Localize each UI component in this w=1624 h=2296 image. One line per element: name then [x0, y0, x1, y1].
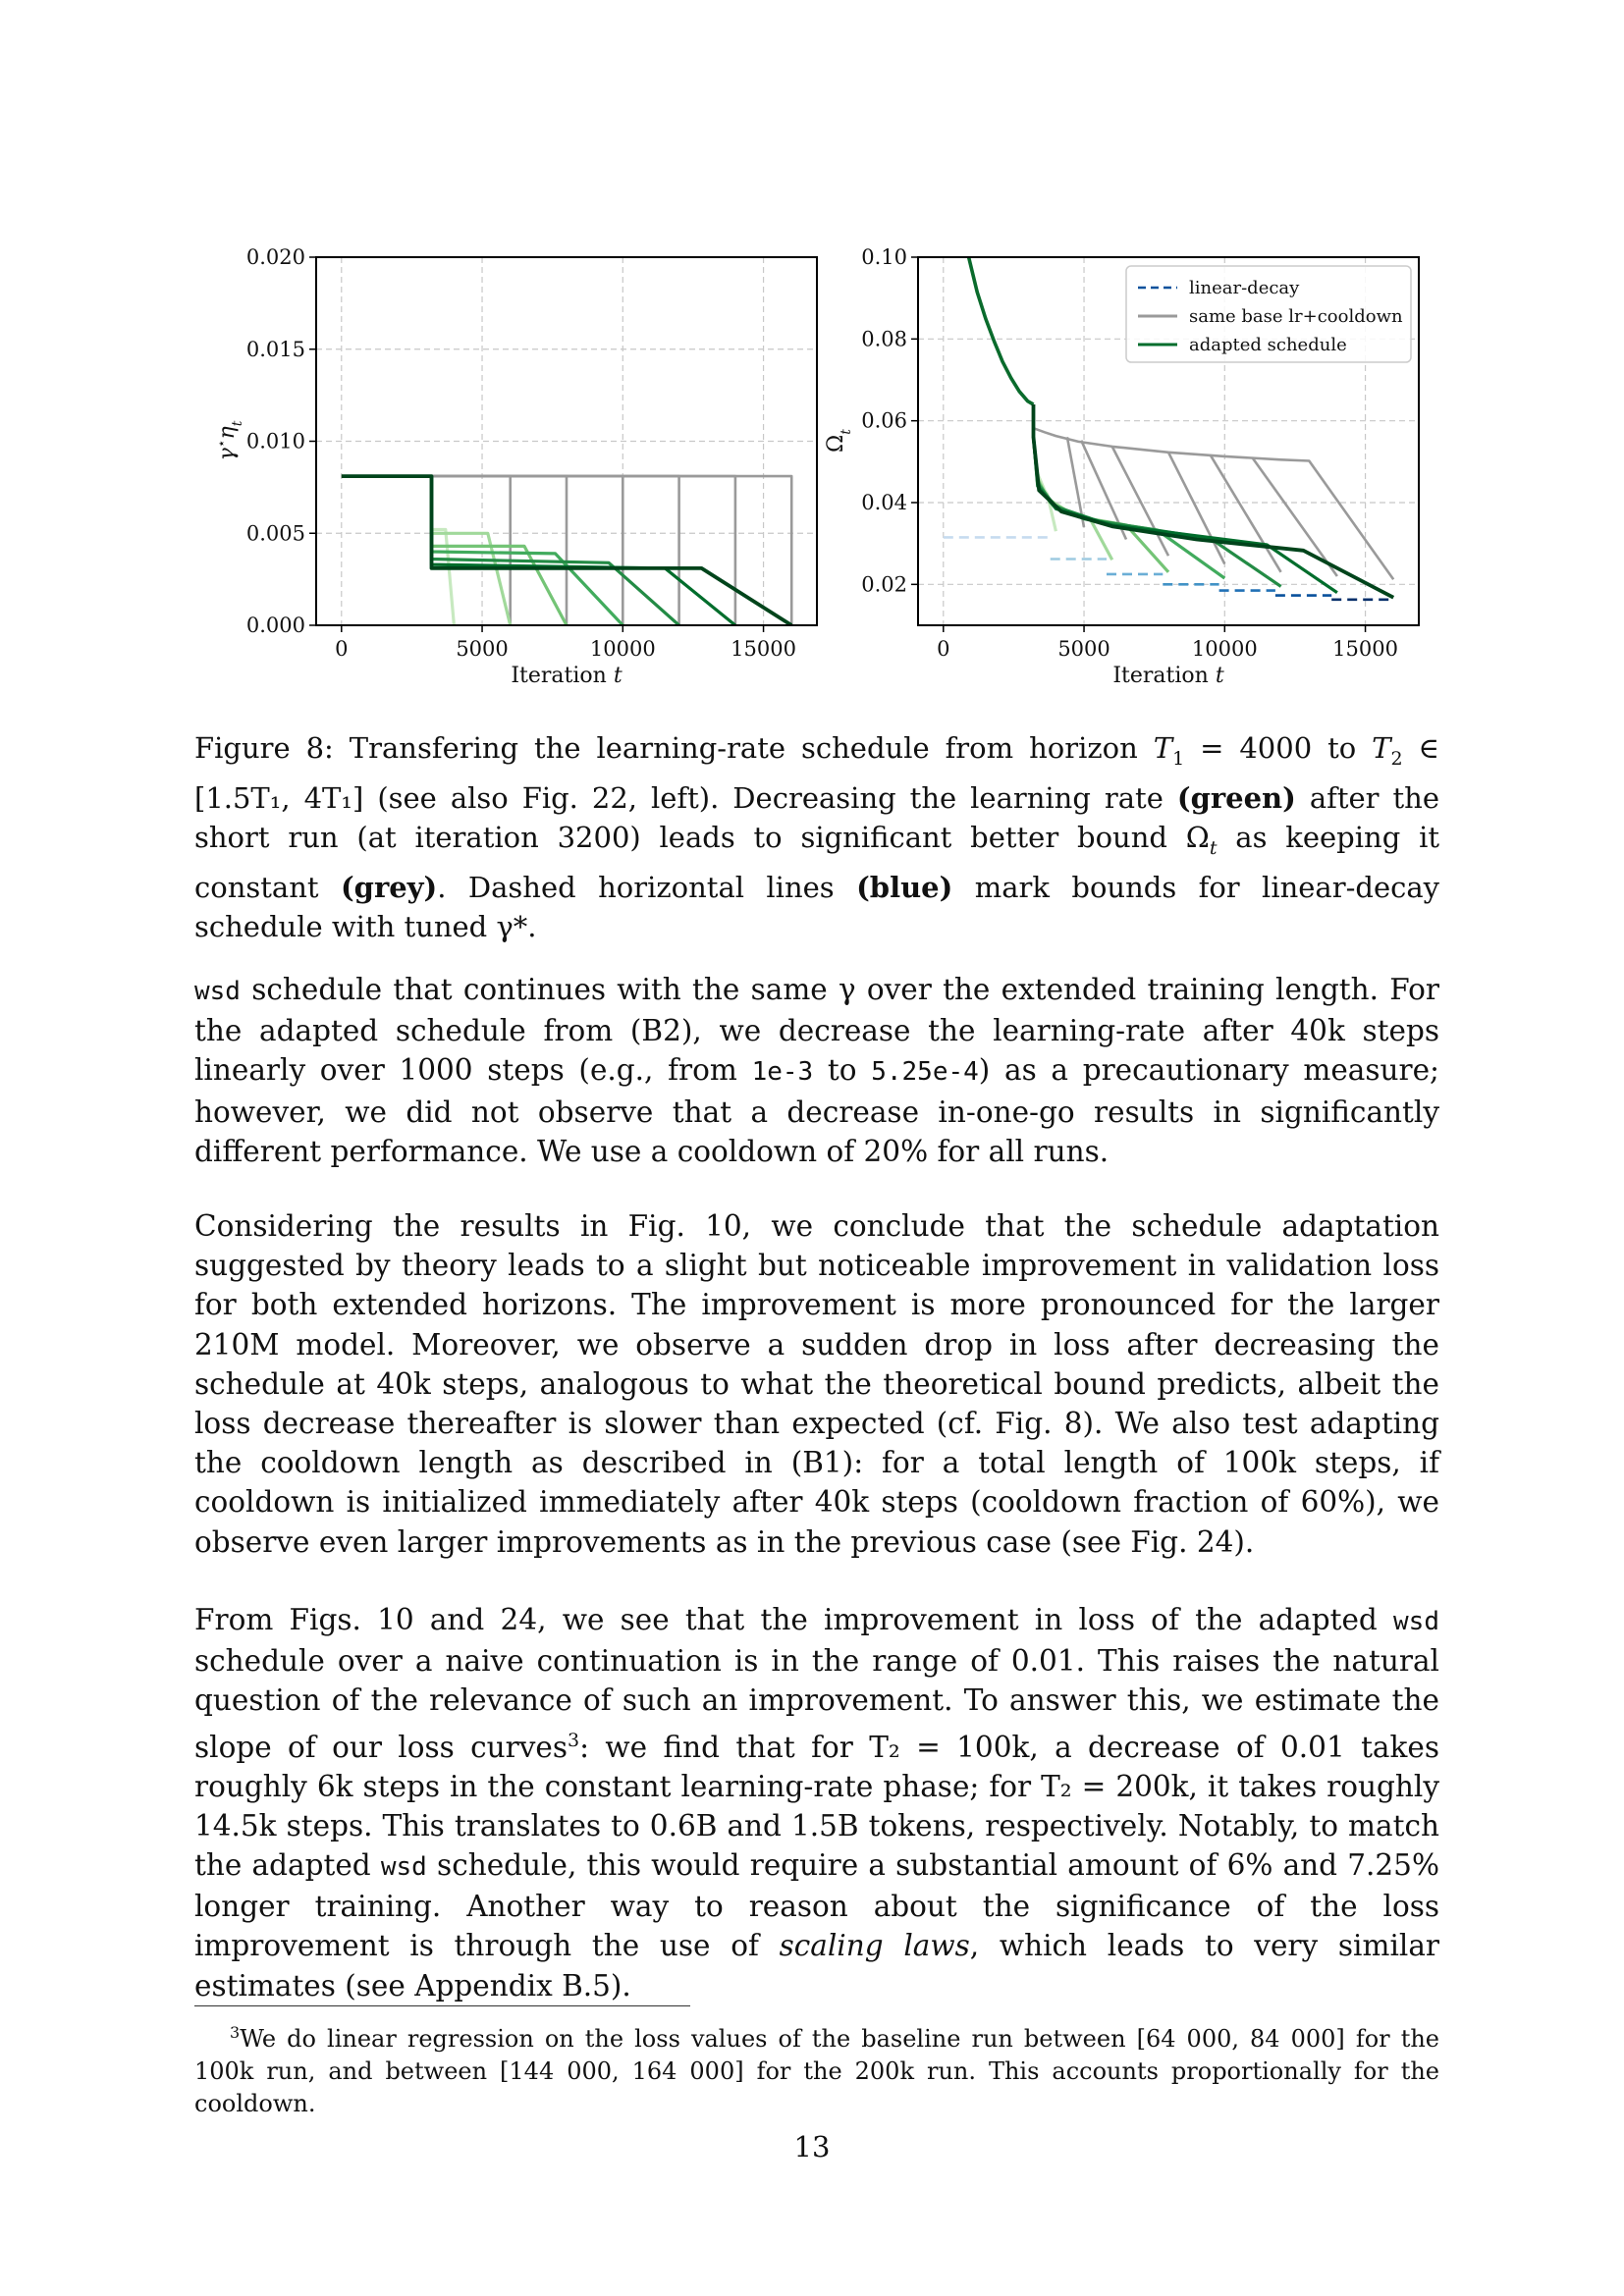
y-tick-label: 0.04	[861, 491, 907, 514]
paragraph-2: Considering the results in Fig. 10, we c…	[194, 1209, 1439, 1559]
series-line-grey	[1110, 446, 1170, 557]
y-tick-label: 0.005	[246, 521, 305, 545]
series-line-grey	[1032, 404, 1395, 581]
chart-bound-omega: 0 5000 10000 15000 0.02 0.04 0.06 0.08 0.10 Iter…	[824, 245, 1420, 688]
series-line-green	[429, 476, 736, 625]
footnote-ref[interactable]: 3	[568, 1729, 580, 1751]
series-line-grey	[431, 474, 737, 625]
series-line-green	[341, 474, 793, 625]
plot-frame	[917, 256, 1420, 626]
series-line-grey	[1166, 452, 1226, 565]
y-tick-label: 0.015	[246, 338, 305, 361]
legend: linear-decay same base lr+cooldown adapted…	[1125, 265, 1412, 363]
chart-learning-rate: 0 5000 10000 15000 0.000 0.005 0.010 0.015 0.020…	[214, 245, 818, 688]
y-tick-label: 0.010	[246, 430, 305, 454]
y-tick-label: 0.02	[861, 572, 907, 596]
legend-label: linear-decay	[1189, 278, 1300, 298]
tick-labels: 0 5000 10000 15000 0.02 0.04 0.06 0.08 0.10	[861, 245, 1398, 661]
x-tick-label: 0	[335, 637, 348, 661]
series-line-grey	[431, 474, 793, 625]
series-line-initial	[966, 257, 1035, 406]
y-tick-label: 0.08	[861, 327, 907, 350]
tick-labels: 0 5000 10000 15000 0.000 0.005 0.010 0.015 0.020	[246, 245, 796, 661]
footnote-divider	[194, 2005, 690, 2006]
x-tick-label: 0	[937, 637, 949, 661]
page-number: 13	[793, 2130, 831, 2163]
footnote: 3We do linear regression on the loss val…	[194, 2023, 1439, 2117]
x-axis-label: Iteration t	[1112, 664, 1223, 688]
legend-label: same base lr+cooldown	[1189, 306, 1403, 327]
x-axis-label: Iteration t	[511, 664, 622, 688]
legend-label: adapted schedule	[1189, 335, 1347, 355]
x-tick-label: 15000	[731, 637, 796, 661]
series-line-green	[1031, 404, 1395, 600]
x-tick-label: 10000	[590, 637, 656, 661]
series-line-grey	[1209, 454, 1282, 573]
series-line-grey	[1251, 457, 1338, 577]
x-tick-label: 15000	[1332, 637, 1398, 661]
y-tick-label: 0.06	[861, 409, 907, 433]
y-tick-label: 0.000	[246, 614, 305, 637]
y-tick-label: 0.10	[861, 245, 907, 269]
caption-label: Figure 8:	[194, 731, 334, 765]
paragraph-1: wsd schedule that continues with the sam…	[194, 973, 1439, 1168]
x-tick-label: 10000	[1192, 637, 1258, 661]
series-line-grey	[341, 474, 512, 625]
x-tick-label: 5000	[1057, 637, 1110, 661]
paragraph-3: From Figs. 10 and 24, we see that the im…	[194, 1603, 1440, 2002]
x-tick-label: 5000	[456, 637, 508, 661]
plot-lines	[341, 474, 793, 625]
figure-caption: Figure 8: Transfering the learning-rate …	[194, 731, 1440, 943]
series-line-grey	[1065, 437, 1086, 528]
y-tick-label: 0.020	[246, 245, 305, 269]
legend-box	[1125, 265, 1412, 363]
y-axis-label: γ⋆ηt	[214, 420, 245, 460]
plot-lines	[943, 257, 1395, 602]
